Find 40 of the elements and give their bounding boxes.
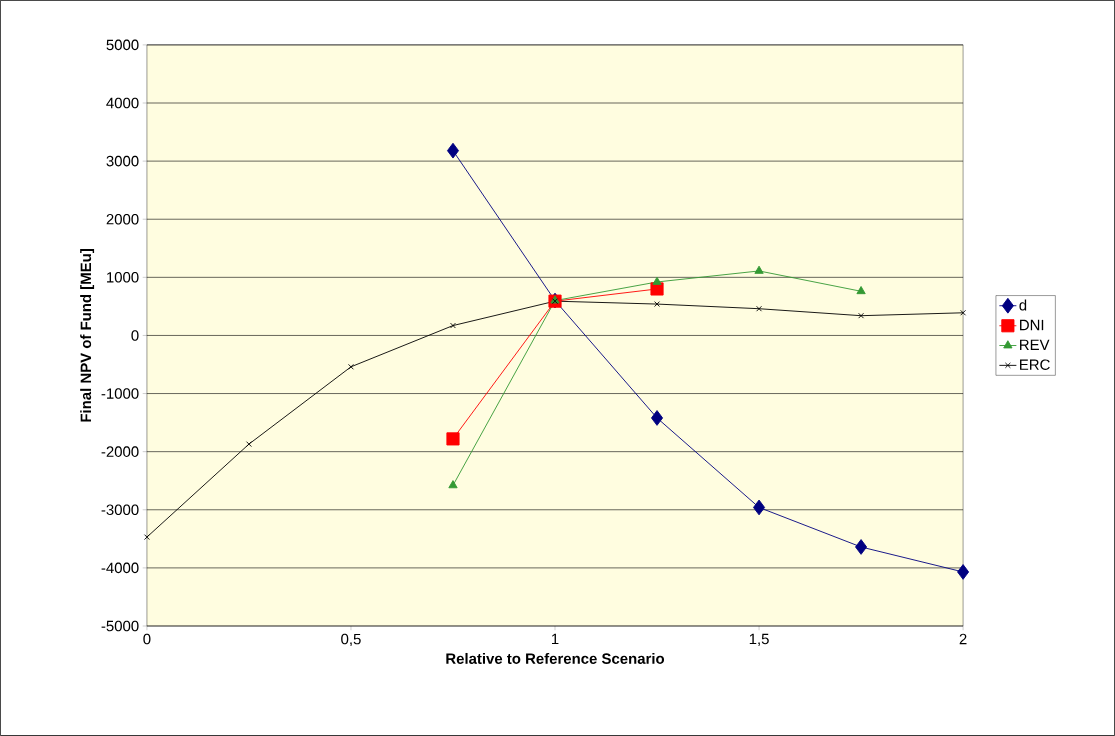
- x-axis-title: Relative to Reference Scenario: [446, 653, 665, 664]
- legend-label: DNI: [1020, 319, 1044, 331]
- point: [652, 276, 662, 285]
- point: [446, 432, 460, 446]
- point: [957, 564, 970, 580]
- x-tick-label: 1,5: [749, 633, 769, 646]
- y-tick-label: 3000: [106, 155, 139, 167]
- point: [448, 480, 458, 489]
- y-tick-label: 1000: [107, 272, 139, 283]
- point: [446, 142, 459, 159]
- point: [654, 301, 660, 308]
- point: [858, 312, 864, 319]
- point: [246, 441, 252, 448]
- point: [144, 534, 150, 541]
- y-axis-title: Final NPV of Fund [MEu]: [80, 249, 95, 422]
- y-tick-label: 4000: [106, 97, 139, 109]
- y-tick-label: 5000: [106, 39, 139, 51]
- point: [855, 539, 868, 555]
- legend-label: d: [1019, 299, 1027, 311]
- point: [753, 499, 766, 516]
- y-tick-label: -3000: [101, 504, 139, 516]
- y-tick-label: 0: [131, 330, 139, 341]
- y-tick-label: -4000: [101, 562, 139, 574]
- x-tick-label: 0,5: [341, 633, 361, 647]
- legend-label: ERC: [1020, 359, 1050, 371]
- y-tick-label: -1000: [101, 388, 139, 399]
- point: [754, 265, 764, 274]
- legend-label: REV: [1020, 339, 1050, 350]
- x-tick-label: 0: [143, 633, 151, 645]
- point: [450, 322, 456, 329]
- y-tick-label: 2000: [106, 213, 139, 225]
- x-tick-label: 2: [959, 633, 967, 645]
- point: [856, 286, 866, 295]
- point: [756, 305, 762, 312]
- y-tick-label: -5000: [101, 620, 139, 632]
- point: [651, 410, 664, 426]
- y-tick-label: -2000: [101, 446, 139, 457]
- point: [348, 363, 354, 370]
- x-tick-label: 1: [551, 633, 559, 645]
- point: [960, 309, 967, 316]
